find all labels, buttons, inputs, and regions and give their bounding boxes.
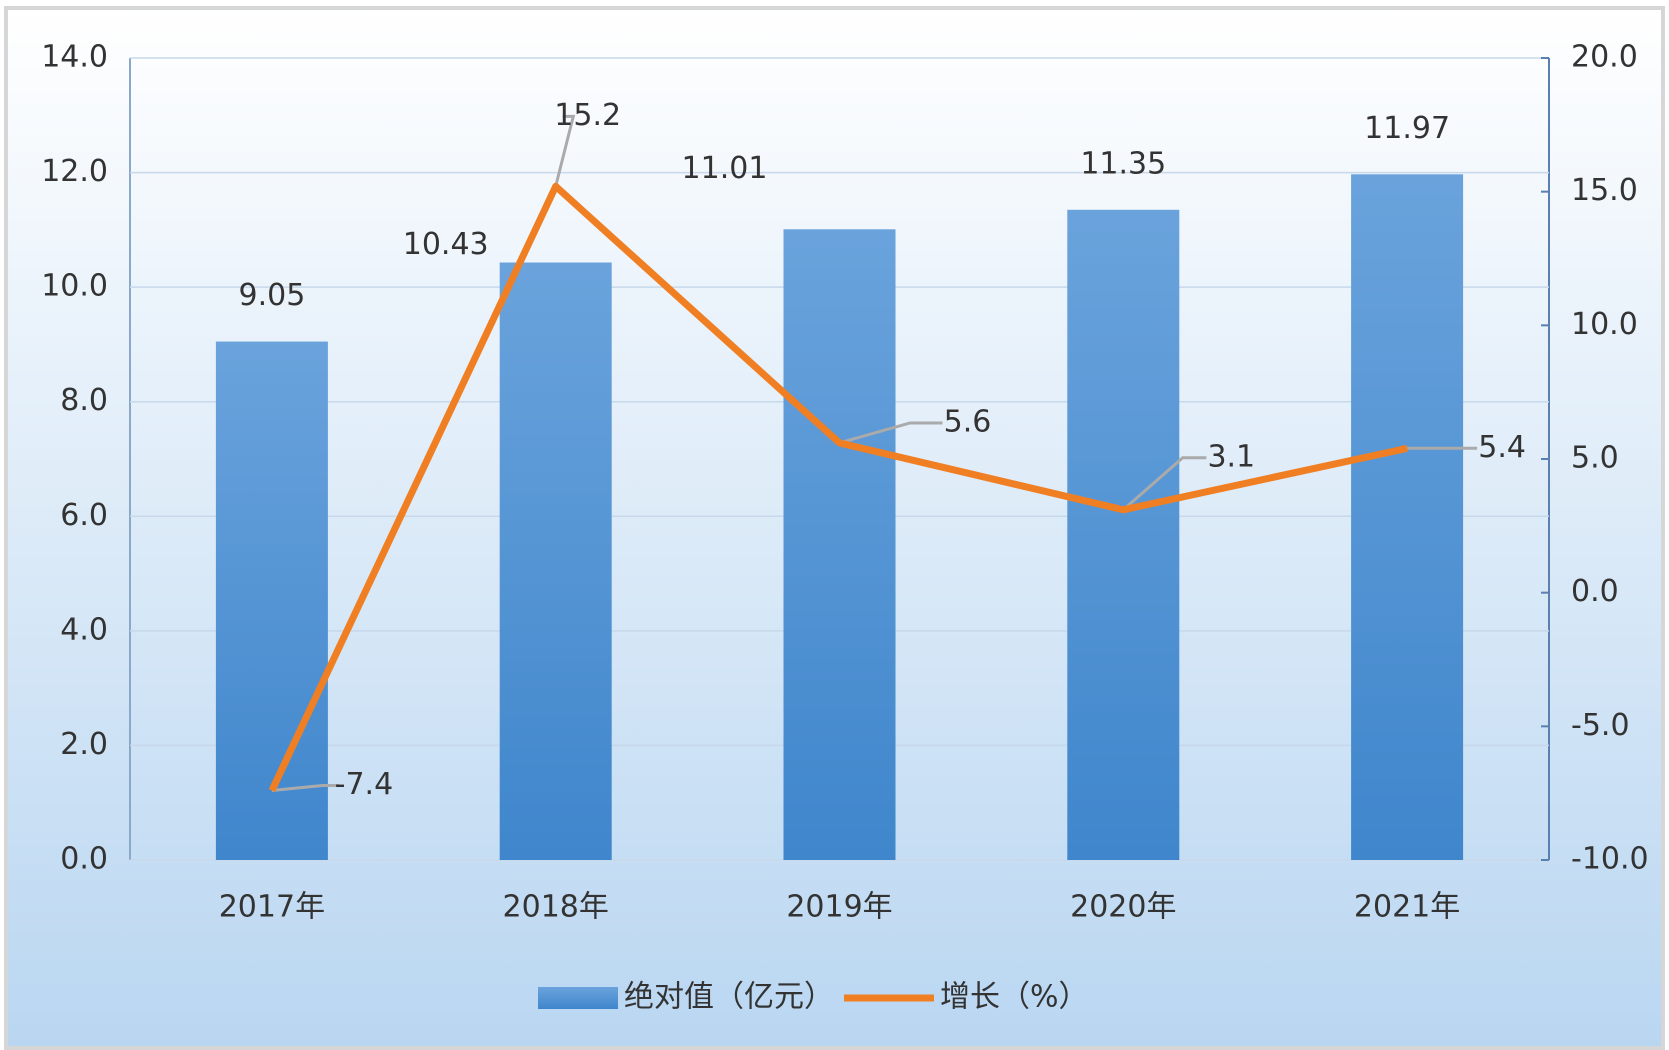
y-tick-label: 6.0 [60, 498, 108, 533]
y-tick-label: 12.0 [41, 154, 108, 189]
y2-tick-label: -5.0 [1571, 708, 1630, 743]
y2-tick-label: 15.0 [1571, 173, 1638, 208]
y-tick-label: 0.0 [60, 842, 108, 877]
x-tick-label: 2021年 [1354, 890, 1460, 925]
x-tick-label: 2017年 [219, 890, 325, 925]
data-label: 10.43 [403, 227, 489, 262]
data-label: 5.4 [1478, 430, 1526, 465]
data-label: 15.2 [554, 98, 621, 133]
legend-label: 增长（%） [940, 980, 1089, 1015]
y-tick-label: 8.0 [60, 383, 108, 418]
bar [783, 229, 896, 860]
data-label: 3.1 [1207, 439, 1255, 474]
data-label: 11.35 [1080, 146, 1166, 181]
y2-tick-label: 20.0 [1571, 40, 1638, 75]
bar [499, 262, 612, 860]
x-tick-label: 2018年 [503, 890, 609, 925]
line [268, 182, 1408, 792]
bar [1351, 174, 1464, 861]
leader-line [1122, 456, 1207, 511]
leader-line [839, 421, 943, 445]
y2-tick-label: -10.0 [1571, 842, 1649, 877]
y2-tick-label: 0.0 [1571, 574, 1619, 609]
legend-swatch [538, 987, 618, 1009]
data-label: 5.6 [944, 404, 992, 439]
data-label: -7.4 [335, 767, 394, 802]
x-tick-label: 2019年 [786, 890, 892, 925]
data-label: 11.97 [1364, 111, 1450, 146]
y2-tick-label: 5.0 [1571, 441, 1619, 476]
bar [1067, 209, 1180, 861]
leader-line [554, 114, 576, 187]
legend-label: 绝对值（亿元） [624, 980, 834, 1015]
y-tick-label: 10.0 [41, 269, 108, 304]
data-label: 11.01 [682, 151, 768, 186]
y-tick-label: 4.0 [60, 612, 108, 647]
x-tick-label: 2020年 [1070, 890, 1176, 925]
y2-tick-label: 10.0 [1571, 307, 1638, 342]
bar [215, 341, 328, 860]
y-tick-label: 2.0 [60, 727, 108, 762]
data-label: 9.05 [239, 278, 306, 313]
leader-line [271, 783, 339, 792]
y-tick-label: 14.0 [41, 40, 108, 75]
